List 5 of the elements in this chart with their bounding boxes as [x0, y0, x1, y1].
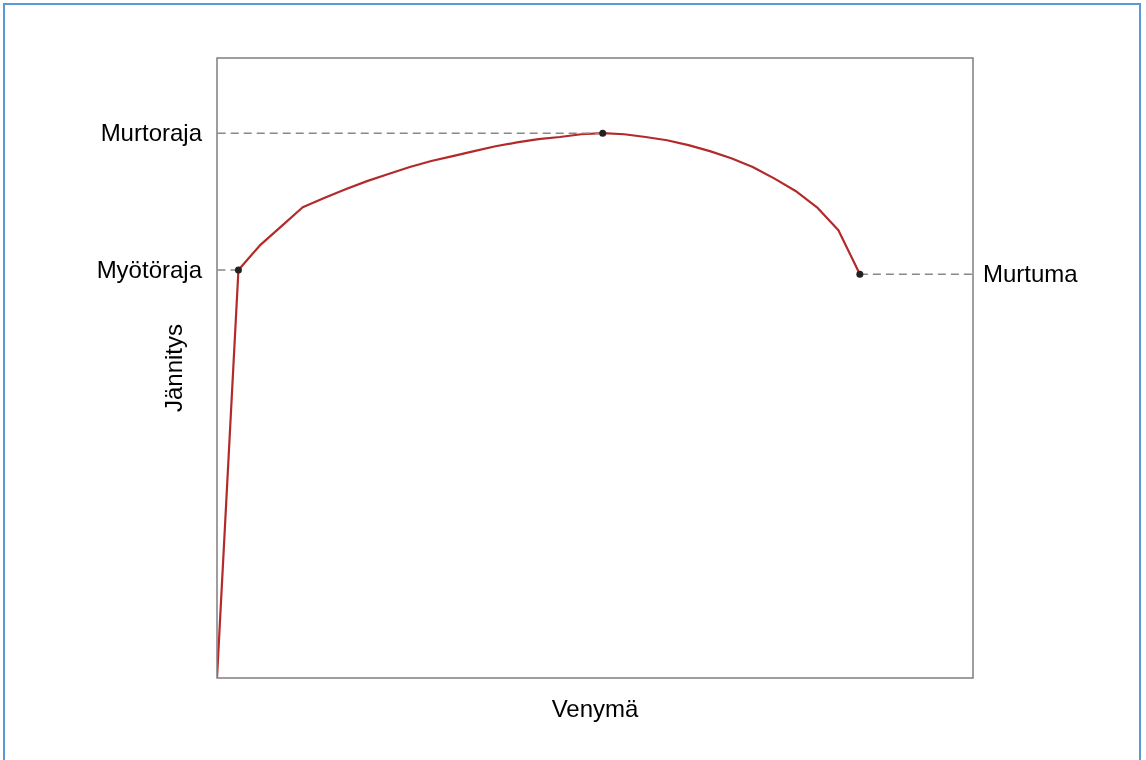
ref-line-label: Murtoraja — [100, 118, 203, 146]
y-axis-title: Jännitys — [159, 323, 187, 413]
x-axis-title: Venymä — [551, 694, 640, 722]
ref-line-label: Myötöraja — [96, 255, 203, 283]
ref-line-label: Murtuma — [983, 259, 1079, 287]
